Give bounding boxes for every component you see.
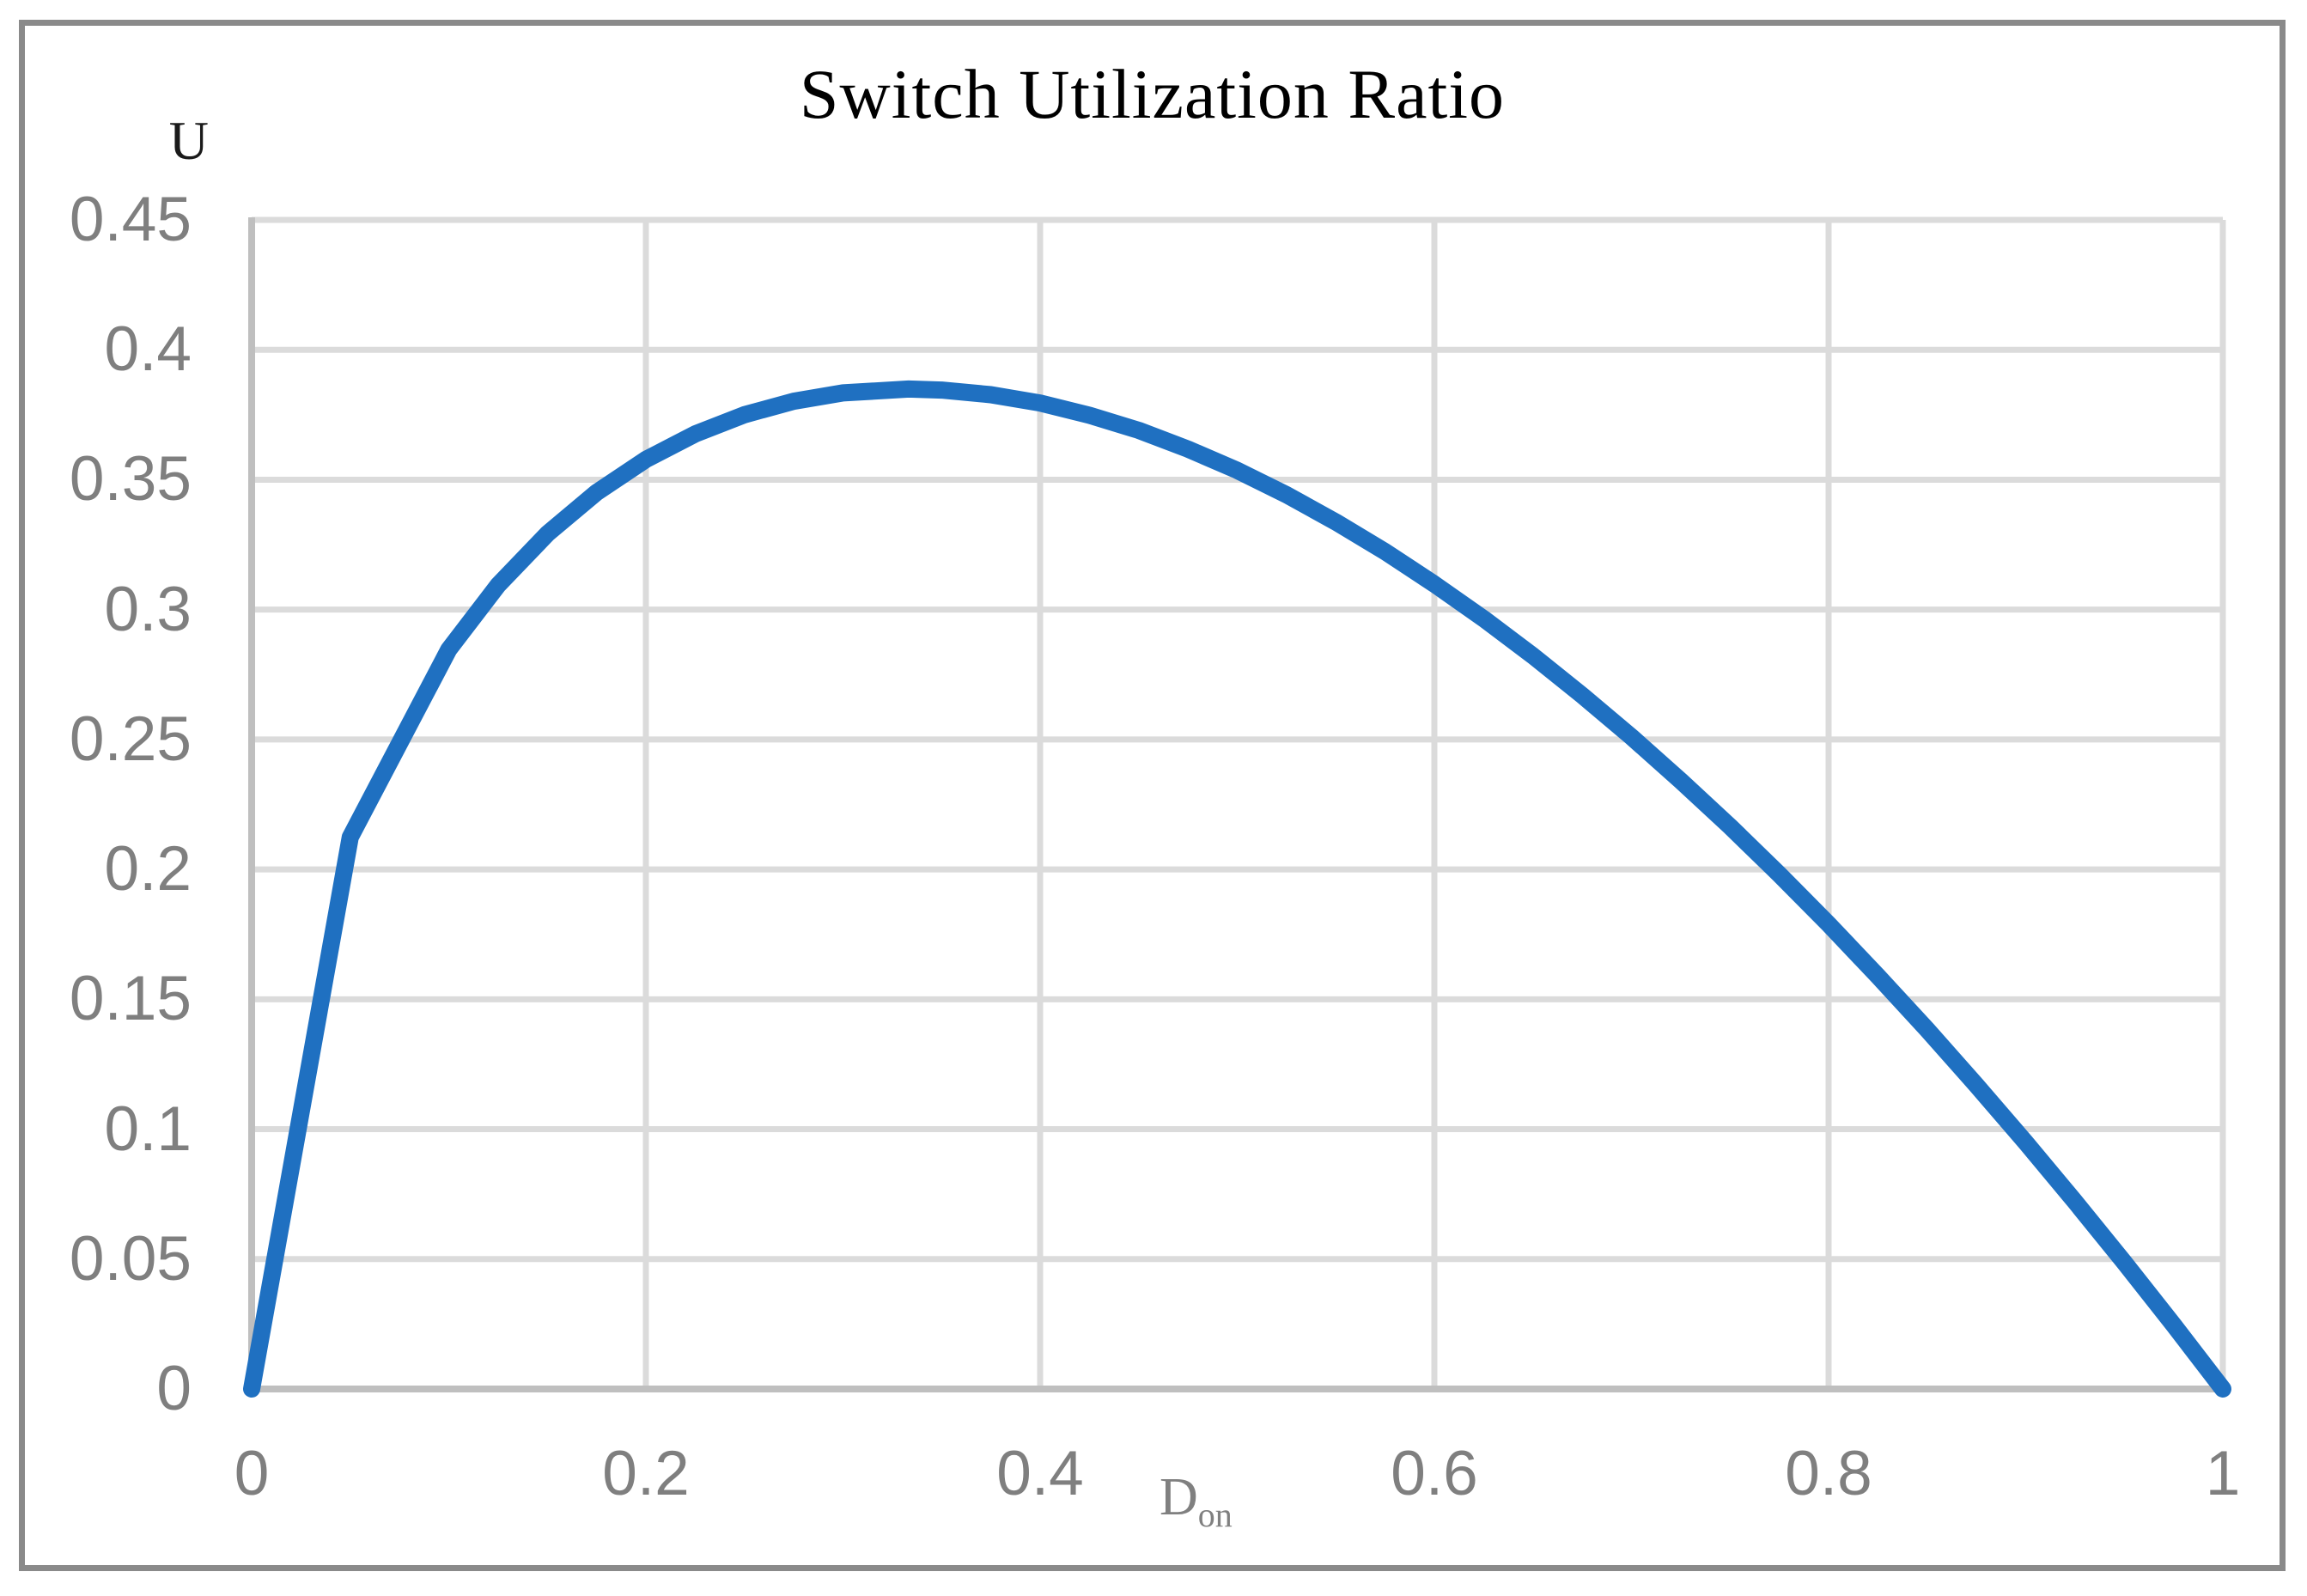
x-axis-title-main: D: [1160, 1468, 1198, 1526]
x-tick-label: 0: [234, 1439, 270, 1508]
x-tick-label: 0.4: [996, 1439, 1084, 1508]
y-tick-label: 0.1: [104, 1093, 192, 1164]
x-axis-title: Don: [1160, 1471, 1233, 1542]
x-tick-label: 0.2: [602, 1439, 690, 1508]
x-tick-label: 1: [2205, 1439, 2241, 1508]
y-tick-label: 0: [156, 1354, 192, 1423]
y-tick-label: 0.45: [69, 185, 192, 254]
y-tick-label: 0.15: [69, 964, 192, 1034]
y-tick-label: 0.3: [104, 574, 192, 644]
y-tick-label: 0.35: [69, 444, 192, 515]
y-tick-label: 0.25: [69, 704, 192, 774]
y-tick-label: 0.4: [104, 314, 192, 385]
y-tick-label: 0.05: [69, 1223, 192, 1294]
x-tick-label: 0.8: [1785, 1439, 1872, 1508]
y-tick-label: 0.2: [104, 834, 192, 905]
utilization-curve: [243, 380, 2231, 1398]
x-tick-label: 0.6: [1391, 1439, 1478, 1508]
y-axis-title: U: [168, 110, 209, 171]
x-axis-title-subscript: on: [1197, 1495, 1233, 1534]
chart-outer-border: [19, 20, 2286, 1571]
chart-title: Switch Utilization Ratio: [799, 55, 1506, 133]
